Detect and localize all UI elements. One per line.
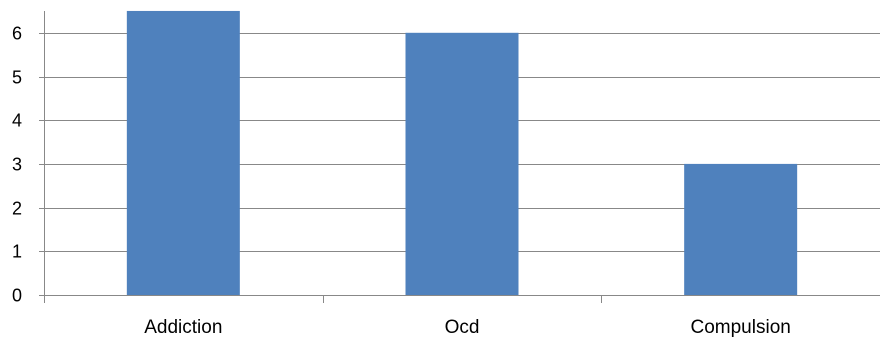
y-tick-label: 4 [12,111,22,131]
bar-ocd [405,32,519,296]
x-category-label: Addiction [144,317,222,338]
x-category-label: Compulsion [691,317,791,338]
y-tick-label: 6 [12,24,22,44]
bar-compulsion [684,163,798,295]
x-category-labels: Addiction Ocd Compulsion [144,317,791,338]
bar-addiction [126,10,240,295]
y-tick-labels: 0 1 2 3 4 5 6 [12,24,22,306]
y-tick-label: 3 [12,155,22,175]
bars [126,10,798,296]
y-tick-label: 2 [12,199,22,219]
x-category-label: Ocd [445,317,480,338]
axes [39,10,880,303]
y-tick-label: 0 [12,286,22,306]
y-tick-label: 1 [12,242,22,262]
y-tick-label: 5 [12,68,22,88]
